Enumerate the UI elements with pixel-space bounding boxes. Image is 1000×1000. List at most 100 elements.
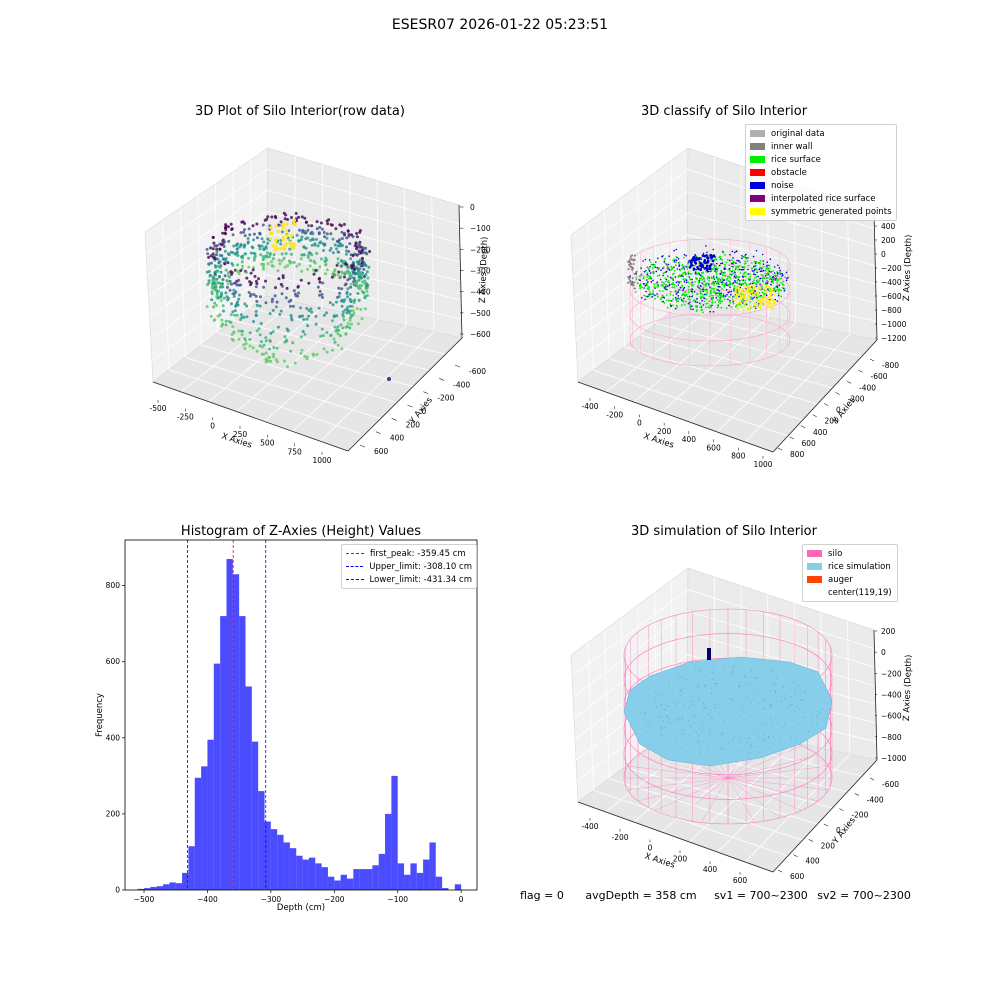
p4-surface-dot [679, 690, 681, 691]
p4-surface-dot [791, 703, 793, 705]
p1-z-tick-label: −200 [470, 245, 491, 254]
p1-point [281, 238, 285, 242]
p1-point [305, 307, 309, 310]
p1-point [350, 233, 353, 237]
p4-surface-dot [815, 710, 817, 712]
p2-noise-point [695, 268, 697, 271]
p1-point [223, 274, 227, 278]
p1-point [274, 240, 278, 245]
p2-rice-point [719, 280, 722, 282]
p4-surface-dot [686, 679, 688, 681]
p1-point [224, 223, 228, 227]
p4-surface-dot [731, 698, 732, 700]
p1-point [314, 314, 318, 318]
p1-point [332, 271, 336, 275]
p1-point [345, 290, 349, 294]
p1-z-tick-label: −100 [470, 224, 491, 233]
p2-noise-point [676, 268, 679, 270]
p2-noise-point [648, 259, 651, 261]
p4-surface-dot [769, 705, 771, 707]
p1-point [365, 289, 369, 293]
p4-surface-dot [681, 723, 683, 725]
p1-point [223, 231, 227, 235]
p2-noise-point [683, 253, 686, 256]
p4-surface-dot [756, 678, 758, 680]
p2-rice-point [774, 274, 776, 277]
p4-surface-dot [729, 734, 731, 736]
p1-point [243, 228, 246, 232]
p2-rice-point [716, 273, 718, 276]
p2-rice-point [744, 279, 747, 282]
p1-point [329, 334, 333, 337]
p2-noise-point [776, 286, 779, 289]
p1-point [348, 304, 352, 308]
p2-rice-point [661, 290, 664, 292]
p1-grid-line [319, 196, 435, 442]
p1-point [222, 245, 226, 248]
p4-surface-dot [731, 716, 733, 718]
p1-point [357, 242, 361, 246]
p1-point [283, 359, 286, 363]
p1-point [277, 277, 281, 281]
p2-rice-point [750, 296, 753, 299]
p1-point [315, 227, 319, 231]
p2-grid-line [575, 256, 877, 341]
p2-noise-point [741, 257, 743, 260]
p2-rice-point [731, 273, 733, 276]
p1-point [262, 262, 266, 266]
p1-point [249, 251, 253, 255]
p2-rice-point [761, 291, 764, 294]
p1-y-tick-label: 400 [390, 434, 405, 443]
p4-surface-dot [761, 676, 763, 678]
p2-noise-point [779, 269, 781, 272]
p2-noise-point [649, 272, 652, 274]
p4-surface-dot [668, 734, 670, 736]
p4-surface-dot [763, 739, 765, 741]
p2-grid-line [744, 201, 851, 443]
p1-point [268, 312, 272, 316]
p2-noise-point [677, 258, 680, 260]
p1-point [349, 282, 353, 286]
p1-point [350, 322, 353, 326]
p4-surface-dot [654, 697, 656, 699]
p1-point [239, 231, 243, 235]
p1-point [211, 252, 215, 256]
p4-surface-dot [804, 691, 806, 693]
p4-surface-dot [684, 733, 686, 735]
p4-surface-dot [708, 722, 710, 724]
p4-surface-dot [746, 697, 748, 699]
p2-noise-point [687, 302, 690, 305]
p2-noise-point [668, 283, 671, 286]
p2-noise-point [646, 279, 648, 281]
p2-rice-point [684, 295, 687, 297]
p2-rice-point [731, 283, 734, 285]
p1-point [336, 332, 340, 336]
p4-surface-dot [663, 708, 665, 709]
p1-point [237, 270, 240, 274]
p1-point [213, 301, 217, 305]
p1-point [357, 298, 361, 302]
p1-z-tick-label: −400 [470, 288, 491, 297]
p4-surface-dot [699, 747, 701, 749]
p2-rice-point [656, 274, 659, 277]
p1-point [214, 244, 218, 248]
p4-surface-dot [682, 730, 684, 732]
p4-legend-swatch [807, 576, 822, 583]
p4-surface-dot [692, 700, 694, 702]
p1-point [212, 276, 216, 280]
p2-noise-point [720, 262, 722, 265]
p1-point [276, 360, 279, 364]
p2-rice-point [673, 283, 676, 286]
p4-surface-dot [764, 734, 765, 736]
p4-surface-dot [689, 700, 691, 702]
p2-rice-point [667, 275, 669, 278]
p4-surface-dot [675, 719, 677, 721]
p1-point [217, 261, 221, 265]
p1-grid-line [249, 159, 446, 355]
p2-noise-point [672, 279, 675, 281]
p1-point [283, 265, 287, 269]
p4-surface-dot [762, 698, 764, 700]
p4-surface-dot [713, 668, 715, 670]
p1-point [317, 277, 321, 281]
p1-point [282, 247, 286, 251]
